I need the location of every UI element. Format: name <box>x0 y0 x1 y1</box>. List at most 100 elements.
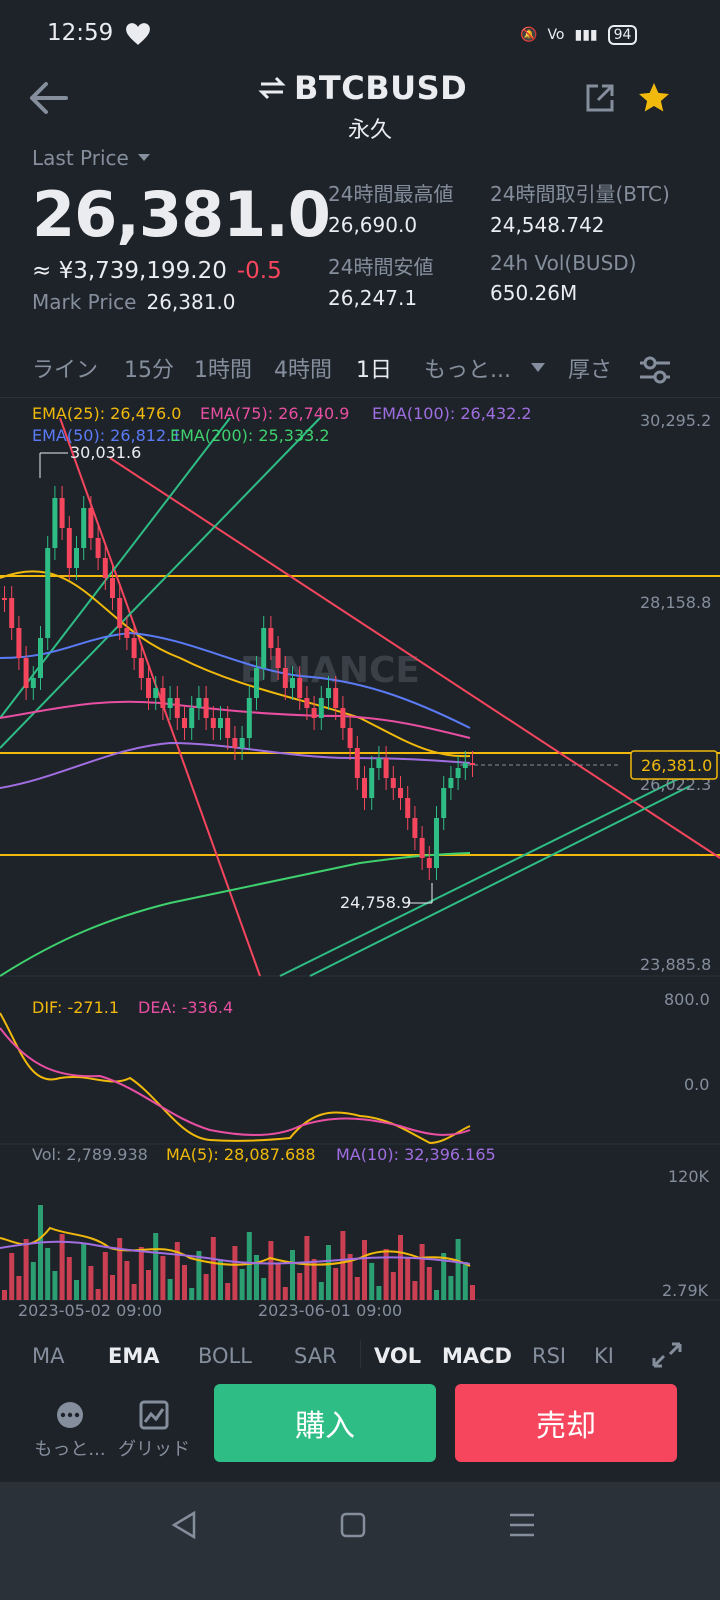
candle <box>405 798 411 818</box>
volume-bar <box>455 1239 461 1300</box>
expand-icon[interactable] <box>650 1340 684 1370</box>
volume-bar <box>369 1263 375 1300</box>
volume-bar <box>246 1232 252 1300</box>
volume-bar <box>38 1205 43 1300</box>
volume-bar <box>218 1260 223 1300</box>
price-change: -0.5 <box>236 258 282 284</box>
pair-selector[interactable]: BTCBUSD <box>258 68 468 108</box>
legend-ema50: EMA(50): 26,812.1 <box>32 426 181 445</box>
system-nav-bar <box>0 1482 720 1600</box>
candle <box>412 818 418 838</box>
legend-ma5: MA(5): 28,087.688 <box>166 1145 316 1164</box>
volume-bar <box>9 1253 15 1300</box>
candle <box>95 538 101 558</box>
tf-15m[interactable]: 15分 <box>124 358 174 383</box>
volume-bar <box>146 1270 151 1300</box>
date-label: 2023-05-02 09:00 <box>18 1301 162 1320</box>
ind-macd[interactable]: MACD <box>442 1344 512 1368</box>
last-price: 26,381.0 <box>32 178 331 251</box>
grid-chart-icon <box>139 1400 169 1430</box>
stat-value: 24,548.742 <box>490 213 605 237</box>
settings-sliders-icon[interactable] <box>638 354 672 386</box>
caret-down-icon <box>531 363 545 372</box>
volume-bar <box>354 1277 360 1300</box>
tf-depth[interactable]: 厚さ <box>568 358 613 383</box>
volume-bar <box>138 1247 144 1300</box>
ind-sar[interactable]: SAR <box>294 1344 337 1368</box>
divider <box>360 1340 361 1368</box>
sell-button[interactable]: 売却 <box>455 1384 677 1462</box>
candle <box>354 748 360 778</box>
volume-bar <box>304 1236 310 1300</box>
volume-bar <box>254 1255 259 1300</box>
volume-bar <box>81 1243 87 1300</box>
candle <box>398 788 403 798</box>
tf-line[interactable]: ライン <box>32 358 99 383</box>
volume-bar <box>131 1284 137 1300</box>
system-icons: 🔕 Vo ▮▮▮ 94 <box>520 22 638 48</box>
more-dots-icon <box>57 1402 83 1428</box>
macd-dif-line <box>0 1012 471 1145</box>
tf-1h[interactable]: 1時間 <box>194 358 252 383</box>
nav-menu-icon[interactable] <box>508 1512 536 1538</box>
more-button[interactable]: もっと... <box>30 1400 110 1461</box>
candle <box>326 688 331 698</box>
candle <box>239 738 245 748</box>
stat-label: 24時間取引量(BTC) <box>490 182 670 206</box>
watermark: BINANCE <box>240 650 420 691</box>
favorite-star-icon[interactable] <box>636 80 672 116</box>
more-label: もっと... <box>34 1439 106 1460</box>
tf-4h[interactable]: 4時間 <box>274 358 332 383</box>
candle <box>110 578 115 598</box>
volte-icon: Vo <box>547 27 565 43</box>
mark-price: Mark Price 26,381.0 <box>32 290 236 314</box>
back-arrow-icon[interactable] <box>28 80 70 116</box>
tf-1d[interactable]: 1日 <box>356 358 392 383</box>
candle <box>282 668 288 688</box>
nav-home-icon[interactable] <box>340 1512 366 1538</box>
candle <box>470 763 475 765</box>
volume-bar <box>45 1248 51 1300</box>
nav-back-icon[interactable] <box>170 1510 198 1540</box>
macd-dea-line <box>0 1027 471 1136</box>
ind-kdj[interactable]: KI <box>594 1344 614 1368</box>
volume-bar <box>340 1231 346 1300</box>
volume-bar <box>275 1264 281 1300</box>
candle <box>182 718 187 728</box>
price-chart[interactable]: BINANCE 30,031.6 24,758.9 30,295.2 28,15… <box>0 398 720 1322</box>
ind-rsi[interactable]: RSI <box>532 1344 567 1368</box>
last-price-selector[interactable]: Last Price <box>32 146 151 170</box>
contract-type: 永久 <box>347 118 392 143</box>
volume-bar <box>311 1259 317 1300</box>
candle <box>362 778 367 798</box>
vol-ma10-line <box>0 1240 471 1265</box>
candle <box>426 858 432 868</box>
ind-ma[interactable]: MA <box>32 1344 65 1368</box>
volume-bar <box>261 1278 267 1300</box>
grid-button[interactable]: グリッド <box>112 1400 196 1461</box>
ind-boll[interactable]: BOLL <box>198 1344 252 1368</box>
vol-ma5-line <box>0 1226 471 1267</box>
candle <box>275 648 281 668</box>
last-price-label: Last Price <box>32 146 129 170</box>
share-icon[interactable] <box>584 82 616 114</box>
volume-bar <box>232 1246 238 1300</box>
signal-icon: ▮▮▮ <box>574 27 598 43</box>
candle <box>318 698 324 718</box>
volume-bar <box>16 1276 22 1300</box>
volume-bar <box>326 1245 331 1300</box>
divider <box>0 397 720 398</box>
volume-bar <box>239 1269 245 1300</box>
ind-ema[interactable]: EMA <box>108 1344 160 1368</box>
candle <box>16 628 22 658</box>
stat-label: 24時間安値 <box>328 255 434 279</box>
candle <box>59 498 65 528</box>
ind-vol[interactable]: VOL <box>374 1344 422 1368</box>
battery-icon: 94 <box>607 25 638 45</box>
ema100-line <box>0 741 471 789</box>
buy-button[interactable]: 購入 <box>214 1384 436 1462</box>
tf-more[interactable]: もっと... <box>424 358 511 383</box>
trend-line-green <box>279 777 681 977</box>
candle <box>376 758 382 768</box>
candle <box>146 678 151 698</box>
